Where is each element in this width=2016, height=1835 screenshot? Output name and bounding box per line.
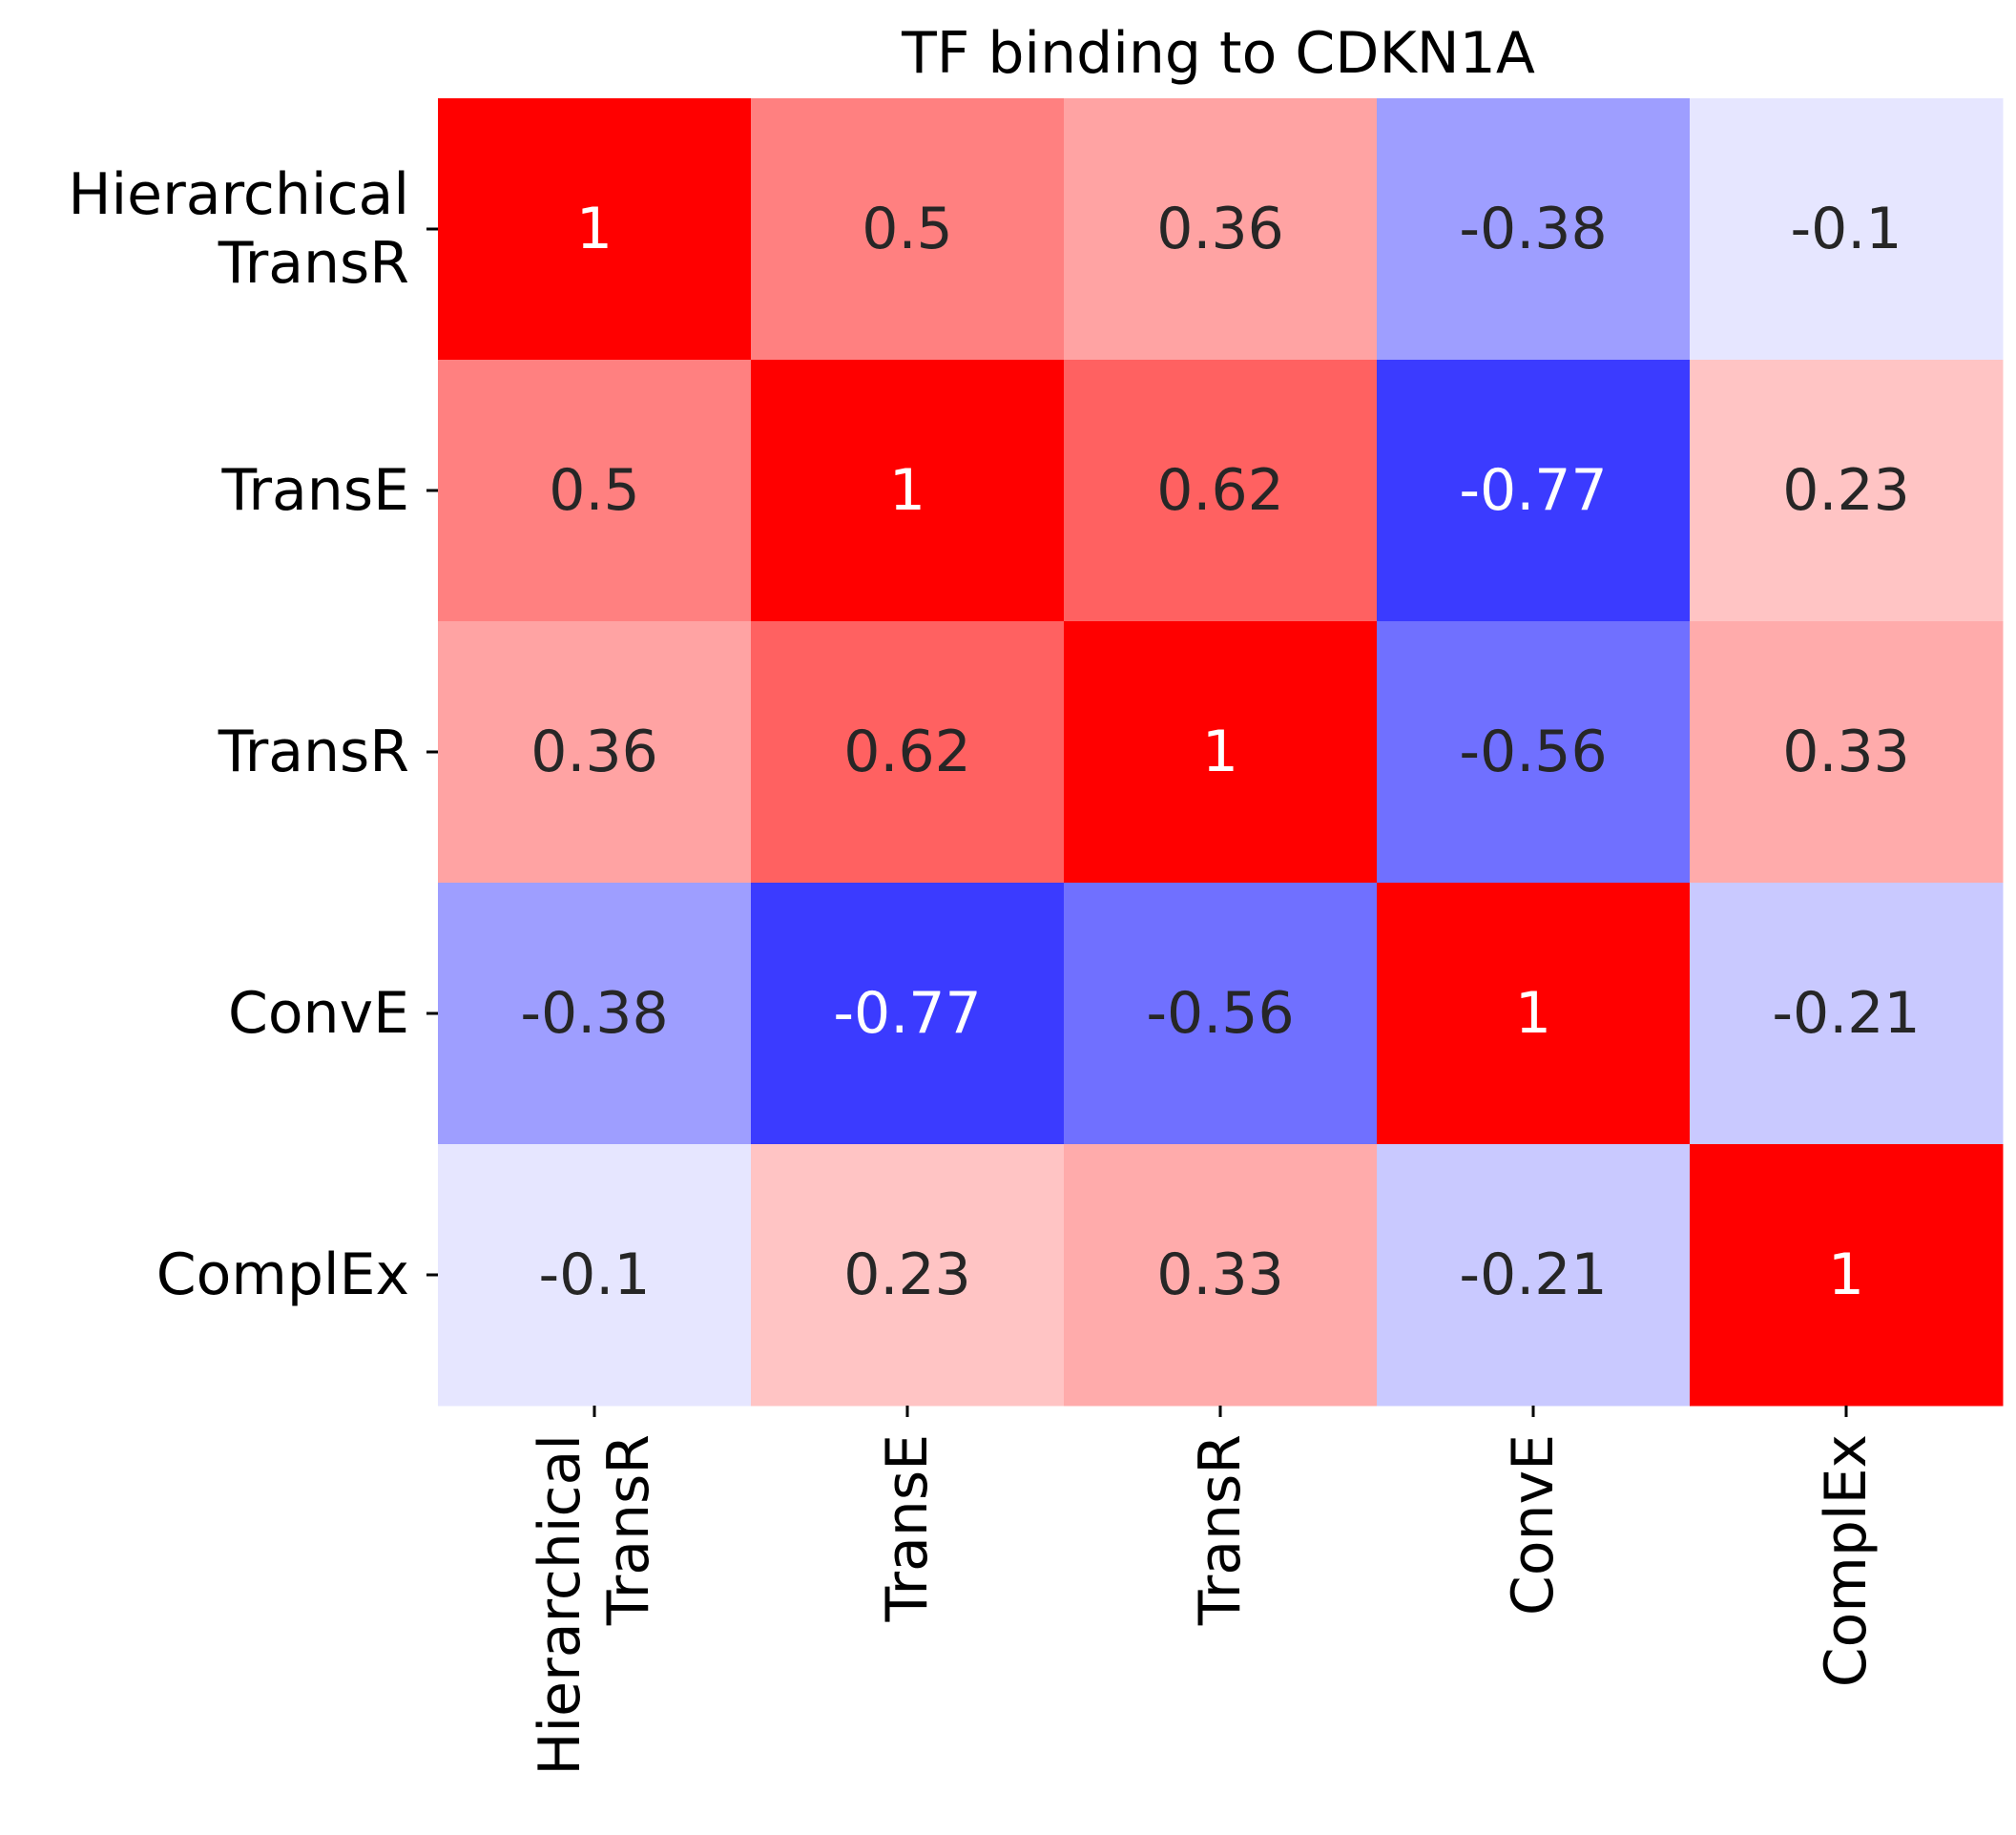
heatmap-cell-r4-c2 — [1064, 1144, 1378, 1407]
heatmap-cell-r1-c1 — [751, 360, 1065, 622]
heatmap-cell-r1-c0 — [438, 360, 752, 622]
cell-value-label-r2-c0: 0.36 — [530, 719, 658, 785]
cell-value-label-r1-c2: 0.62 — [1156, 457, 1284, 524]
heatmap-cell-r0-c0 — [438, 98, 752, 361]
x-tick-label-3: ConvE — [1500, 1434, 1567, 1616]
heatmap-cell-r3-c4 — [1690, 883, 2004, 1145]
cell-value-label-r4-c2: 0.33 — [1156, 1241, 1284, 1308]
cell-value-label-r0-c4: -0.1 — [1790, 196, 1902, 262]
cell-value-label-r0-c1: 0.5 — [862, 196, 952, 262]
heatmap-cell-r2-c0 — [438, 621, 752, 884]
cell-value-label-r1-c1: 1 — [889, 457, 925, 524]
cell-value-label-r1-c0: 0.5 — [549, 457, 639, 524]
heatmap-cell-r3-c2 — [1064, 883, 1378, 1145]
cell-value-label-r2-c2: 1 — [1202, 719, 1238, 785]
heatmap-cell-r0-c3 — [1377, 98, 1691, 361]
x-tick-label-2: TransR — [1187, 1434, 1254, 1626]
cell-value-label-r0-c2: 0.36 — [1156, 196, 1284, 262]
heatmap-cell-r1-c3 — [1377, 360, 1691, 622]
heatmap-cell-r2-c4 — [1690, 621, 2004, 884]
cell-value-label-r4-c4: 1 — [1828, 1241, 1864, 1308]
heatmap-cell-r3-c1 — [751, 883, 1065, 1145]
y-tick-label-2: TransR — [218, 719, 409, 785]
y-tick-label-1: TransE — [221, 457, 409, 524]
cell-value-label-r3-c2: -0.56 — [1146, 980, 1294, 1047]
cell-value-label-r2-c1: 0.62 — [843, 719, 971, 785]
heatmap-cell-r1-c4 — [1690, 360, 2004, 622]
heatmap-cell-r4-c3 — [1377, 1144, 1691, 1407]
heatmap-cell-r2-c2 — [1064, 621, 1378, 884]
cell-value-label-r1-c4: 0.23 — [1782, 457, 1910, 524]
heatmap-cell-r3-c0 — [438, 883, 752, 1145]
cell-annotations: 1 0.5 0.36 -0.38 -0.1 0.5 1 0.62 -0.77 0.23 0.36 0.… — [520, 196, 1920, 1308]
x-tick-label-1: TransE — [874, 1434, 941, 1622]
cell-value-label-r1-c3: -0.77 — [1459, 457, 1607, 524]
heatmap-cells — [438, 98, 2004, 1407]
x-tick-label-0: HierarchicalTransR — [527, 1434, 662, 1776]
cell-value-label-r3-c3: 1 — [1515, 980, 1551, 1047]
cell-value-label-r4-c3: -0.21 — [1459, 1241, 1607, 1308]
heatmap-cell-r0-c2 — [1064, 98, 1378, 361]
cell-value-label-r4-c0: -0.1 — [538, 1241, 650, 1308]
cell-value-label-r3-c1: -0.77 — [833, 980, 981, 1047]
heatmap-cell-r4-c1 — [751, 1144, 1065, 1407]
heatmap-cell-r4-c0 — [438, 1144, 752, 1407]
y-tick-label-4: ComplEx — [156, 1241, 409, 1308]
heatmap-cell-r2-c1 — [751, 621, 1065, 884]
cell-value-label-r2-c3: -0.56 — [1459, 719, 1607, 785]
heatmap-cell-r4-c4 — [1690, 1144, 2004, 1407]
x-axis-ticks: HierarchicalTransR TransE TransR ConvE Compl… — [527, 1406, 1880, 1776]
cell-value-label-r3-c4: -0.21 — [1772, 980, 1920, 1047]
cell-value-label-r2-c4: 0.33 — [1782, 719, 1910, 785]
chart-title: TF binding to CDKN1A — [901, 20, 1535, 87]
cell-value-label-r4-c1: 0.23 — [843, 1241, 971, 1308]
y-axis-ticks: Hierarchical TransR TransE TransR ConvE Compl… — [68, 161, 438, 1308]
y-tick-label-0: Hierarchical TransR — [68, 161, 409, 297]
cell-value-label-r0-c0: 1 — [576, 196, 613, 262]
heatmap-cell-r1-c2 — [1064, 360, 1378, 622]
heatmap-cell-r0-c1 — [751, 98, 1065, 361]
heatmap-cell-r3-c3 — [1377, 883, 1691, 1145]
cell-value-label-r3-c0: -0.38 — [520, 980, 668, 1047]
heatmap-cell-r0-c4 — [1690, 98, 2004, 361]
y-tick-label-3: ConvE — [228, 980, 409, 1047]
cell-value-label-r0-c3: -0.38 — [1459, 196, 1607, 262]
heatmap-cell-r2-c3 — [1377, 621, 1691, 884]
x-tick-label-4: ComplEx — [1813, 1434, 1880, 1687]
